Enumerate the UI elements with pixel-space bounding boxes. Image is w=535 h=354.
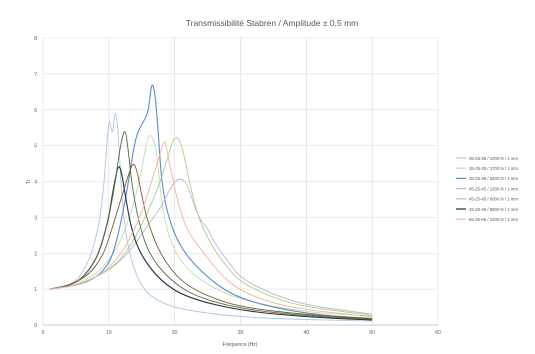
x-tick-label-4: 40 bbox=[304, 330, 310, 336]
x-tick-label-6: 60 bbox=[435, 330, 441, 336]
gridlines bbox=[42, 37, 439, 326]
y-tick-label-5: 5 bbox=[34, 144, 37, 150]
legend-label-6: 65-25-65 / 2200 N / 1 mm bbox=[469, 217, 518, 222]
y-tick-label-6: 6 bbox=[34, 108, 37, 114]
x-tick-label-1: 10 bbox=[106, 330, 112, 336]
legend-label-3: 45-25-45 / 1300 N / 1 mm bbox=[469, 186, 518, 191]
series-line-1 bbox=[49, 135, 373, 317]
legend-label-4: 45-25-45 / 6000 N / 1 mm bbox=[469, 197, 518, 202]
x-tick-label-3: 30 bbox=[238, 330, 244, 336]
series-line-3 bbox=[49, 178, 373, 315]
y-tick-label-7: 7 bbox=[34, 72, 37, 78]
x-tick-label-5: 50 bbox=[369, 330, 375, 336]
y-tick-label-4: 4 bbox=[34, 180, 37, 186]
series-line-8 bbox=[49, 141, 373, 318]
y-tick-label-0: 0 bbox=[34, 323, 37, 329]
legend: 35-25-35 / 1000 N / 1 mm 35-25-35 / 3700 … bbox=[456, 156, 518, 222]
legend-label-1: 35-25-35 / 3700 N / 1 mm bbox=[469, 166, 518, 171]
x-tick-label-0: 0 bbox=[42, 330, 45, 336]
series-line-6 bbox=[49, 131, 373, 320]
y-axis-label: Tr bbox=[26, 179, 32, 184]
y-tick-label-3: 3 bbox=[34, 215, 37, 221]
chart-title: Transmissibilité Stabren / Amplitude ± 0… bbox=[186, 18, 359, 28]
x-tick-label-2: 20 bbox=[172, 330, 178, 336]
series-line-0 bbox=[49, 113, 373, 322]
series-lines bbox=[49, 84, 373, 322]
y-tick-label-8: 8 bbox=[34, 36, 37, 42]
axes: 0 1 2 3 4 5 6 7 8 0 10 20 30 40 50 60 bbox=[34, 36, 441, 336]
y-tick-label-2: 2 bbox=[34, 251, 37, 257]
legend-label-5: 45-25-45 / 8800 N / 1 mm bbox=[469, 207, 518, 212]
x-axis-label: Fréquence (Hz) bbox=[223, 342, 258, 348]
legend-label-2: 35-25-35 / 5600 N / 1 mm bbox=[469, 176, 518, 181]
series-line-4 bbox=[49, 137, 373, 316]
y-tick-label-1: 1 bbox=[34, 287, 37, 293]
legend-label-0: 35-25-35 / 1000 N / 1 mm bbox=[469, 156, 518, 161]
series-line-7 bbox=[49, 163, 373, 319]
series-line-2 bbox=[49, 84, 373, 320]
